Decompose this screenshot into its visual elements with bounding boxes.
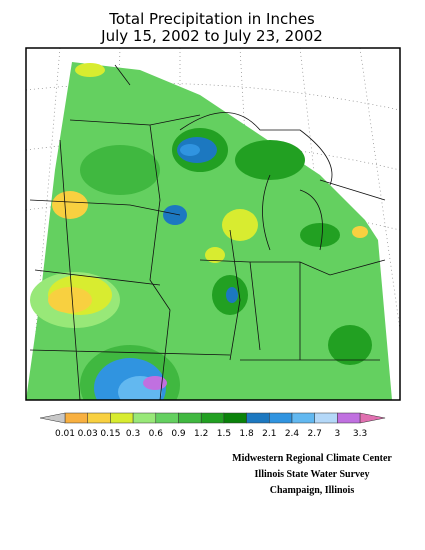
legend-over: [359, 412, 386, 424]
legend-swatch: [246, 412, 270, 424]
title-line: July 15, 2002 to July 23, 2002: [100, 27, 323, 45]
legend-swatch: [337, 412, 361, 424]
legend-label: 2.4: [285, 429, 300, 439]
legend-label: 0.6: [149, 429, 164, 439]
legend-label: 1.8: [239, 429, 254, 439]
legend-under: [39, 412, 66, 424]
legend-label: 0.3: [126, 429, 140, 439]
legend-swatch: [132, 412, 157, 424]
legend: 0.01 0.03 0.15 0.3 0.6 0.9 1.2 1.5 1.8 2.1 2.4 2.7 3…: [39, 412, 386, 439]
credit: Illinois State Water Survey: [255, 469, 370, 480]
legend-label: 2.1: [262, 429, 276, 439]
credit: Champaign, Illinois: [270, 485, 355, 496]
legend-swatch: [87, 412, 111, 424]
legend-label: 1.5: [217, 429, 231, 439]
legend-label: 3.3: [353, 429, 367, 439]
legend-label: 0.03: [78, 429, 98, 439]
legend-swatch: [314, 412, 338, 424]
legend-label: 1.2: [194, 429, 208, 439]
legend-label: 0.15: [100, 429, 120, 439]
legend-label: 0.9: [171, 429, 186, 439]
legend-swatch: [291, 412, 315, 424]
legend-swatch: [200, 412, 225, 424]
legend-label: 0.01: [55, 429, 75, 439]
legend-label: 3: [335, 429, 341, 439]
legend-swatch: [223, 412, 247, 424]
legend-swatch: [178, 412, 202, 424]
legend-label: 2.7: [308, 429, 322, 439]
legend-swatch: [155, 412, 179, 424]
map: [25, 47, 401, 401]
credit: Midwestern Regional Climate Center: [232, 453, 392, 464]
legend-swatch: [110, 412, 134, 424]
title-line: Total Precipitation in Inches: [108, 10, 315, 28]
legend-swatch: [64, 412, 88, 424]
legend-swatch: [269, 412, 293, 424]
